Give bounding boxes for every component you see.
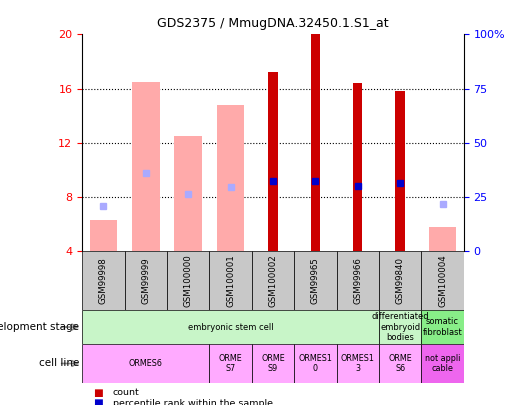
Bar	[209, 251, 252, 310]
Text: ■: ■	[93, 388, 102, 398]
Bar	[252, 251, 294, 310]
Bar	[379, 251, 421, 310]
Bar	[125, 251, 167, 310]
Bar	[429, 227, 456, 251]
Bar	[421, 251, 464, 310]
Text: ■: ■	[93, 399, 102, 405]
Bar	[379, 310, 421, 344]
Text: GSM99999: GSM99999	[142, 257, 150, 304]
Text: development stage: development stage	[0, 322, 80, 332]
Bar	[421, 344, 464, 383]
Text: ORMES1
3: ORMES1 3	[341, 354, 375, 373]
Bar	[337, 251, 379, 310]
Bar	[294, 344, 337, 383]
Text: ORMES6: ORMES6	[129, 359, 163, 368]
Bar	[353, 83, 363, 251]
Text: ORME
S6: ORME S6	[388, 354, 412, 373]
Text: GSM100000: GSM100000	[184, 254, 192, 307]
Text: ORME
S7: ORME S7	[219, 354, 242, 373]
Bar	[311, 34, 320, 251]
Text: ORMES1
0: ORMES1 0	[298, 354, 332, 373]
Bar	[209, 344, 252, 383]
Text: GSM100004: GSM100004	[438, 254, 447, 307]
Bar	[90, 220, 117, 251]
Text: GSM100002: GSM100002	[269, 254, 277, 307]
Text: cell line: cell line	[39, 358, 80, 369]
Bar	[337, 344, 379, 383]
Bar	[421, 310, 464, 344]
Bar	[82, 344, 209, 383]
Bar	[132, 82, 160, 251]
Bar	[82, 251, 125, 310]
Bar	[294, 251, 337, 310]
Text: count: count	[113, 388, 139, 397]
Bar	[217, 105, 244, 251]
Bar	[82, 310, 379, 344]
Text: GSM99998: GSM99998	[99, 257, 108, 304]
Text: differentiated
embryoid
bodies: differentiated embryoid bodies	[372, 312, 429, 342]
Text: not appli
cable: not appli cable	[425, 354, 460, 373]
Text: somatic
fibroblast: somatic fibroblast	[422, 318, 462, 337]
Text: GSM99840: GSM99840	[396, 257, 404, 304]
Bar	[268, 72, 278, 251]
Bar	[395, 91, 405, 251]
Bar	[174, 136, 202, 251]
Text: GSM99965: GSM99965	[311, 257, 320, 304]
Text: ORME
S9: ORME S9	[261, 354, 285, 373]
Title: GDS2375 / MmugDNA.32450.1.S1_at: GDS2375 / MmugDNA.32450.1.S1_at	[157, 17, 389, 30]
Text: GSM100001: GSM100001	[226, 254, 235, 307]
Text: GSM99966: GSM99966	[354, 257, 362, 304]
Text: embryonic stem cell: embryonic stem cell	[188, 322, 273, 332]
Text: percentile rank within the sample: percentile rank within the sample	[113, 399, 273, 405]
Bar	[252, 344, 294, 383]
Bar	[167, 251, 209, 310]
Bar	[379, 344, 421, 383]
